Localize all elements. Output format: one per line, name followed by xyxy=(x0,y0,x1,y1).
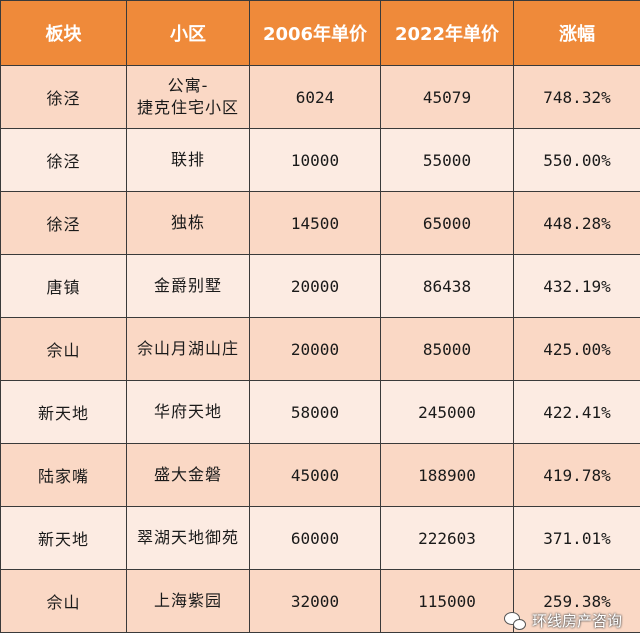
cell-price-2006: 60000 xyxy=(249,506,381,570)
table-body: 徐泾 公寓- 捷克住宅小区 6024 45079 748.32% 徐泾 联排 10000 550… xyxy=(0,65,640,633)
cell-district: 徐泾 xyxy=(0,191,127,255)
header-growth: 涨幅 xyxy=(513,0,640,66)
cell-community: 佘山月湖山庄 xyxy=(126,317,250,381)
cell-growth: 448.28% xyxy=(513,191,640,255)
table-row: 新天地 翠湖天地御苑 60000 222603 371.01% xyxy=(0,506,640,570)
community-label: 华府天地 xyxy=(153,402,222,421)
cell-growth: 748.32% xyxy=(513,65,640,129)
cell-community: 上海紫园 xyxy=(126,569,250,633)
cell-price-2022: 222603 xyxy=(380,506,514,570)
cell-community: 公寓- 捷克住宅小区 xyxy=(126,65,250,129)
cell-price-2022: 86438 xyxy=(380,254,514,318)
cell-community: 翠湖天地御苑 xyxy=(126,506,250,570)
cell-district: 新天地 xyxy=(0,380,127,444)
cell-growth: 259.38% xyxy=(513,569,640,633)
wechat-icon xyxy=(503,611,526,630)
cell-price-2022: 115000 xyxy=(380,569,514,633)
cell-price-2006: 20000 xyxy=(249,317,381,381)
cell-community: 金爵别墅 xyxy=(126,254,250,318)
cell-growth: 371.01% xyxy=(513,506,640,570)
cell-price-2022: 245000 xyxy=(380,380,514,444)
cell-price-2006: 45000 xyxy=(249,443,381,507)
table-row: 徐泾 公寓- 捷克住宅小区 6024 45079 748.32% xyxy=(0,65,640,129)
cell-growth: 425.00% xyxy=(513,317,640,381)
table-row: 唐镇 金爵别墅 20000 86438 432.19% xyxy=(0,254,640,318)
cell-community: 独栋 xyxy=(126,191,250,255)
cell-district: 佘山 xyxy=(0,317,127,381)
cell-price-2006: 20000 xyxy=(249,254,381,318)
cell-community: 联排 xyxy=(126,128,250,192)
table-row: 徐泾 独栋 14500 65000 448.28% xyxy=(0,191,640,255)
community-label: 上海紫园 xyxy=(153,591,222,610)
cell-district: 唐镇 xyxy=(0,254,127,318)
cell-price-2006: 10000 xyxy=(249,128,381,192)
cell-growth: 550.00% xyxy=(513,128,640,192)
cell-district: 佘山 xyxy=(0,569,127,633)
cell-district: 徐泾 xyxy=(0,65,127,129)
cell-district: 徐泾 xyxy=(0,128,127,192)
header-district: 板块 xyxy=(0,0,127,66)
cell-district: 陆家嘴 xyxy=(0,443,127,507)
community-label: 独栋 xyxy=(170,213,205,232)
table-row: 新天地 华府天地 58000 245000 422.41% xyxy=(0,380,640,444)
header-community: 小区 xyxy=(126,0,250,66)
cell-price-2022: 55000 xyxy=(380,128,514,192)
table-header: 板块 小区 2006年单价 2022年单价 涨幅 xyxy=(0,0,640,66)
table-row: 徐泾 联排 10000 55000 550.00% xyxy=(0,128,640,192)
cell-growth: 422.41% xyxy=(513,380,640,444)
cell-price-2022: 85000 xyxy=(380,317,514,381)
cell-price-2022: 188900 xyxy=(380,443,514,507)
cell-price-2022: 45079 xyxy=(380,65,514,129)
table-row: 佘山 上海紫园 32000 115000 259.38% xyxy=(0,569,640,633)
community-label: 翠湖天地御苑 xyxy=(136,528,239,547)
cell-community: 华府天地 xyxy=(126,380,250,444)
cell-price-2006: 14500 xyxy=(249,191,381,255)
cell-price-2006: 6024 xyxy=(249,65,381,129)
watermark-text: 环线房产咨询 xyxy=(531,612,622,630)
table-row: 佘山 佘山月湖山庄 20000 85000 425.00% xyxy=(0,317,640,381)
table-row: 陆家嘴 盛大金磐 45000 188900 419.78% xyxy=(0,443,640,507)
cell-price-2006: 32000 xyxy=(249,569,381,633)
cell-community: 盛大金磐 xyxy=(126,443,250,507)
header-price-2022: 2022年单价 xyxy=(380,0,514,66)
community-label: 盛大金磐 xyxy=(153,465,222,484)
community-label: 公寓- 捷克住宅小区 xyxy=(136,76,239,117)
watermark: 环线房产咨询 xyxy=(503,610,622,631)
community-label: 金爵别墅 xyxy=(153,276,222,295)
cell-price-2022: 65000 xyxy=(380,191,514,255)
cell-growth: 419.78% xyxy=(513,443,640,507)
community-label: 联排 xyxy=(170,150,205,169)
cell-price-2006: 58000 xyxy=(249,380,381,444)
header-row: 板块 小区 2006年单价 2022年单价 涨幅 xyxy=(0,0,640,66)
header-price-2006: 2006年单价 xyxy=(249,0,381,66)
community-label: 佘山月湖山庄 xyxy=(136,339,239,358)
cell-growth: 432.19% xyxy=(513,254,640,318)
cell-district: 新天地 xyxy=(0,506,127,570)
